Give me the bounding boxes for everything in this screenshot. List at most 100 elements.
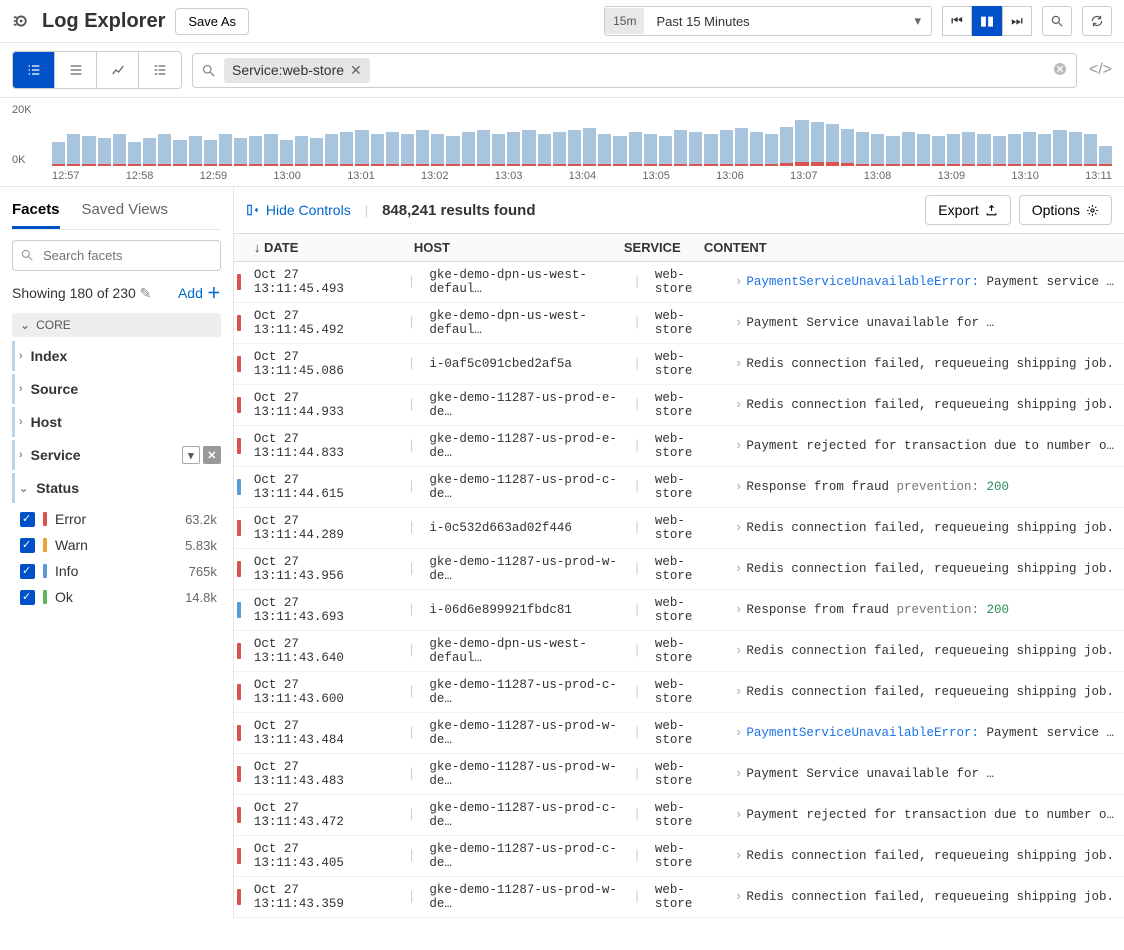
query-input-wrap[interactable]: Service:web-store ✕ [192,53,1077,88]
histogram-bar[interactable] [644,134,657,166]
histogram-bar[interactable] [431,134,444,166]
histogram-bar[interactable] [446,136,459,166]
filter-chip[interactable]: Service:web-store ✕ [224,58,370,83]
histogram-bar[interactable] [568,130,581,166]
histogram-bar[interactable] [462,132,475,166]
histogram-bar[interactable] [325,134,338,166]
timeseries-view-button[interactable] [55,52,97,88]
hide-controls-button[interactable]: Hide Controls [246,202,351,218]
histogram-bar[interactable] [128,142,141,166]
histogram-bar[interactable] [507,132,520,166]
export-button[interactable]: Export [925,195,1010,225]
log-row[interactable]: Oct 27 13:11:43.405|gke-demo-11287-us-pr… [234,836,1124,877]
col-host[interactable]: HOST [404,234,614,261]
histogram-bar[interactable] [765,134,778,166]
chip-remove-icon[interactable]: ✕ [350,62,362,79]
log-row[interactable]: Oct 27 13:11:43.472|gke-demo-11287-us-pr… [234,795,1124,836]
log-row[interactable]: Oct 27 13:11:43.600|gke-demo-11287-us-pr… [234,672,1124,713]
histogram-bar[interactable] [553,132,566,166]
histogram-bar[interactable] [886,136,899,166]
histogram-bar[interactable] [856,132,869,166]
histogram-bar[interactable] [280,140,293,166]
histogram-bar[interactable] [841,129,854,166]
histogram-bar[interactable] [659,136,672,166]
histogram-bar[interactable] [82,136,95,166]
histogram-bar[interactable] [1008,134,1021,166]
histogram-bar[interactable] [735,128,748,166]
remove-facet-icon[interactable]: ✕ [203,446,221,464]
checkbox[interactable] [20,590,35,605]
histogram-bar[interactable] [613,136,626,166]
histogram-bar[interactable] [1084,134,1097,166]
histogram-bar[interactable] [355,130,368,166]
histogram-bar[interactable] [811,122,824,166]
histogram-bar[interactable] [371,134,384,166]
save-as-button[interactable]: Save As [175,8,249,35]
histogram-bar[interactable] [310,138,323,166]
histogram-bar[interactable] [538,134,551,166]
histogram-bar[interactable] [234,138,247,166]
edit-icon[interactable]: ✎ [140,285,152,301]
log-row[interactable]: Oct 27 13:11:43.693|i-06d6e899921fbdc81|… [234,590,1124,631]
histogram-bar[interactable] [113,134,126,166]
log-row[interactable]: Oct 27 13:11:44.615|gke-demo-11287-us-pr… [234,467,1124,508]
histogram-bar[interactable] [249,136,262,166]
histogram-bar[interactable] [1023,132,1036,166]
log-row[interactable]: Oct 27 13:11:43.640|gke-demo-dpn-us-west… [234,631,1124,672]
tab-saved-views[interactable]: Saved Views [82,197,168,229]
facet-item-status[interactable]: ⌄Status [12,473,221,503]
log-row[interactable]: Oct 27 13:11:45.493|gke-demo-dpn-us-west… [234,262,1124,303]
histogram-bar[interactable] [401,134,414,166]
col-service[interactable]: SERVICE [614,234,694,261]
histogram-bar[interactable] [522,130,535,166]
histogram-bar[interactable] [780,127,793,166]
histogram-bar[interactable] [629,132,642,166]
refresh-button[interactable] [1082,6,1112,36]
histogram-bar[interactable] [871,134,884,166]
rewind-button[interactable]: ⏮ [942,6,972,36]
histogram-bar[interactable] [902,132,915,166]
histogram-bar[interactable] [583,128,596,166]
histogram-bar[interactable] [143,138,156,166]
options-button[interactable]: Options [1019,195,1112,225]
log-row[interactable]: Oct 27 13:11:43.956|gke-demo-11287-us-pr… [234,549,1124,590]
histogram-bar[interactable] [158,134,171,166]
histogram-bar[interactable] [98,138,111,166]
histogram-bar[interactable] [416,130,429,166]
histogram-bar[interactable] [826,124,839,166]
histogram-bar[interactable] [189,136,202,166]
log-row[interactable]: Oct 27 13:11:45.492|gke-demo-dpn-us-west… [234,303,1124,344]
forward-button[interactable]: ⏭ [1002,6,1032,36]
histogram-bar[interactable] [1053,130,1066,166]
clear-query-button[interactable] [1052,61,1068,80]
histogram-bar[interactable] [1069,132,1082,166]
facet-item-source[interactable]: ›Source [12,374,221,404]
histogram-bar[interactable] [947,134,960,166]
status-filter-warn[interactable]: Warn5.83k [16,532,221,558]
log-row[interactable]: Oct 27 13:11:43.483|gke-demo-11287-us-pr… [234,754,1124,795]
histogram-bar[interactable] [264,134,277,166]
log-row[interactable]: Oct 27 13:11:44.833|gke-demo-11287-us-pr… [234,426,1124,467]
histogram-bar[interactable] [598,134,611,166]
log-row[interactable]: Oct 27 13:11:43.359|gke-demo-11287-us-pr… [234,877,1124,918]
log-row[interactable]: Oct 27 13:11:44.289|i-0c532d663ad02f446|… [234,508,1124,549]
facet-item-index[interactable]: ›Index [12,341,221,371]
col-content[interactable]: CONTENT [694,234,1124,261]
histogram-bar[interactable] [219,134,232,166]
table-view-button[interactable] [139,52,181,88]
histogram-bar[interactable] [674,130,687,166]
histogram-bar[interactable] [492,134,505,166]
status-filter-ok[interactable]: Ok14.8k [16,584,221,610]
pause-button[interactable]: ▮▮ [972,6,1002,36]
histogram-bar[interactable] [477,130,490,166]
status-filter-info[interactable]: Info765k [16,558,221,584]
checkbox[interactable] [20,512,35,527]
histogram-bar[interactable] [1038,134,1051,166]
histogram-bar[interactable] [932,136,945,166]
histogram-bar[interactable] [704,134,717,166]
histogram-bar[interactable] [204,140,217,166]
code-toggle-button[interactable]: </> [1089,61,1112,79]
funnel-icon[interactable]: ▾ [182,446,200,464]
log-row[interactable]: Oct 27 13:11:43.484|gke-demo-11287-us-pr… [234,713,1124,754]
time-range-picker[interactable]: 15m Past 15 Minutes ▾ [604,6,932,36]
